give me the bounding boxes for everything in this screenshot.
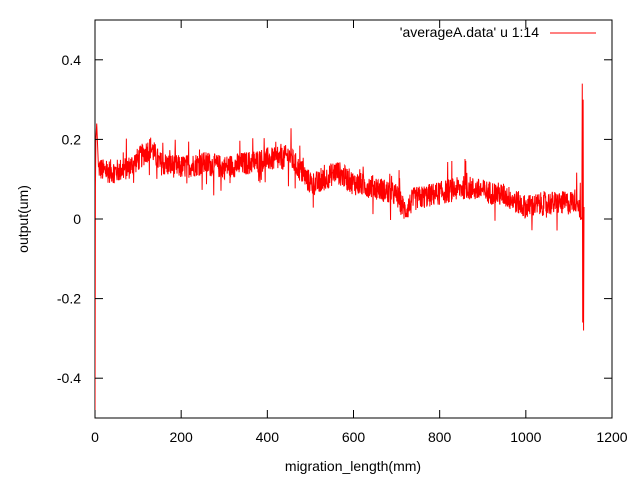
series-line (95, 83, 585, 418)
y-tick-label: 0.4 (62, 52, 82, 68)
series-layer (95, 83, 585, 418)
x-tick-label: 1200 (596, 429, 627, 445)
x-tick-label: 600 (342, 429, 366, 445)
x-tick-label: 800 (428, 429, 452, 445)
y-tick-label: 0 (73, 211, 81, 227)
x-tick-label: 200 (169, 429, 193, 445)
plot-border (94, 19, 613, 419)
y-tick-label: 0.2 (62, 131, 82, 147)
x-tick-label: 1000 (510, 429, 541, 445)
x-tick-label: 400 (256, 429, 280, 445)
legend-label: 'averageA.data' u 1:14 (400, 24, 539, 40)
y-axis-ticks: -0.4 -0.2 0 0.2 0.4 (57, 52, 612, 386)
legend: 'averageA.data' u 1:14 (400, 24, 596, 40)
x-axis-label: migration_length(mm) (285, 458, 421, 474)
plot-area-frame (94, 19, 613, 419)
y-tick-label: -0.4 (57, 370, 81, 386)
y-axis-label: output(um) (15, 185, 31, 253)
y-tick-label: -0.2 (57, 291, 81, 307)
x-tick-label: 0 (91, 429, 99, 445)
x-axis-ticks: 0 200 400 600 800 1000 1200 (91, 20, 628, 445)
